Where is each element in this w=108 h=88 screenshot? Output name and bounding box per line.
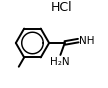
Text: NH: NH: [79, 36, 95, 46]
Text: HCl: HCl: [51, 1, 73, 14]
Text: H₂N: H₂N: [50, 57, 69, 67]
